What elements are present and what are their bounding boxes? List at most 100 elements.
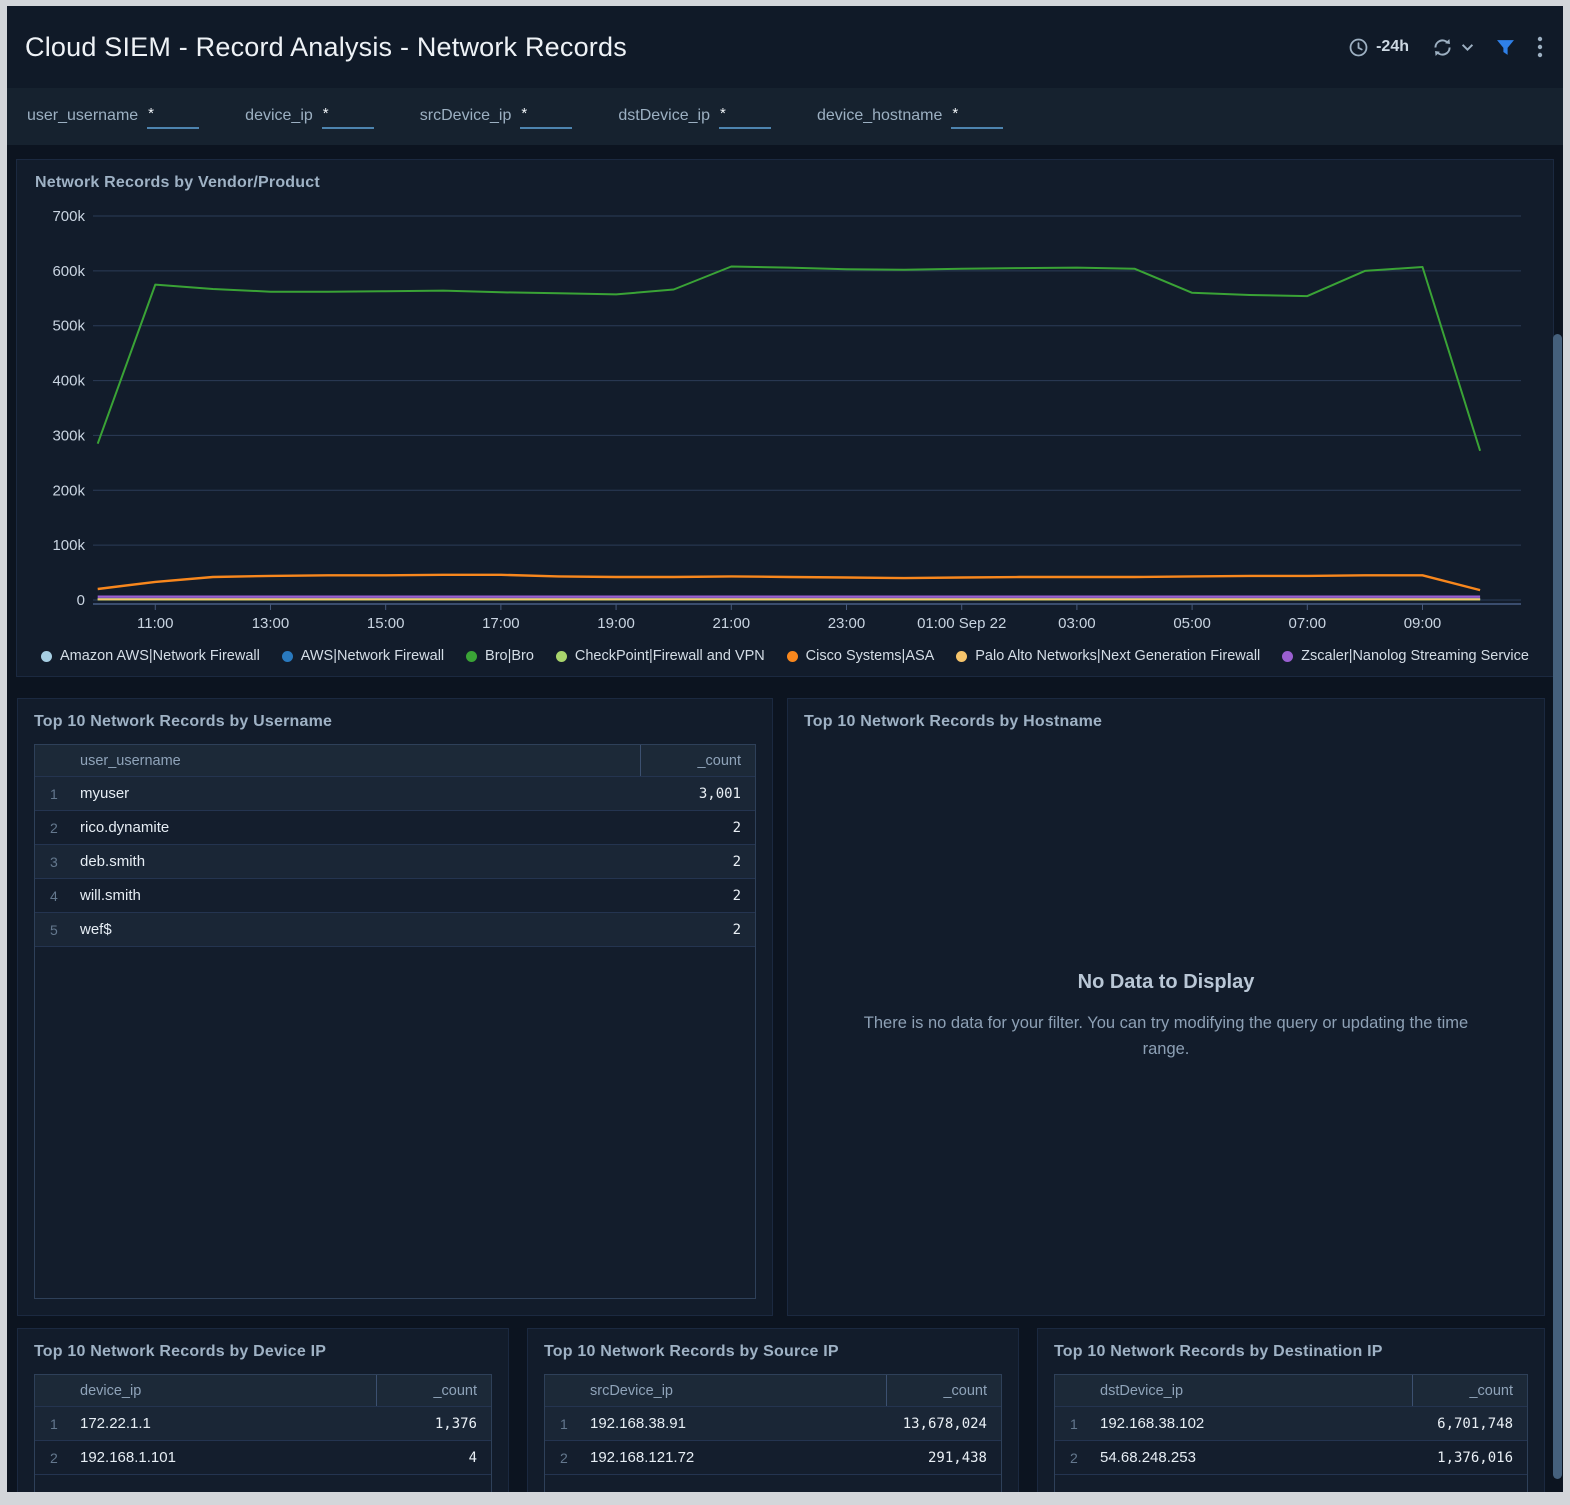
row-index: 2 [1070,1449,1078,1466]
x-axis-tick-label: 01:00 Sep 22 [917,615,1006,632]
filter-button[interactable] [1496,39,1515,56]
header-index [1055,1375,1097,1406]
chart-legend: Amazon AWS|Network Firewall AWS|Network F… [17,648,1553,664]
x-axis-tick-label: 21:00 [713,615,751,632]
row-value: deb.smith [80,853,146,870]
legend-item[interactable]: Cisco Systems|ASA [786,648,934,664]
row-value: 192.168.121.72 [590,1449,695,1466]
scrollbar-thumb[interactable] [1553,334,1562,1479]
table-row[interactable]: 2 rico.dynamite 2 [35,811,755,845]
legend-label: Bro|Bro [485,648,534,664]
device-ip-table: device_ip _count 1 172.22.1.1 1,376 2 192.168.… [34,1374,492,1492]
source-ip-panel: Top 10 Network Records by Source IP srcD… [527,1328,1019,1492]
header-count-label: _count [886,1375,1001,1406]
refresh-icon [1431,36,1454,59]
x-axis-tick-label: 23:00 [828,615,866,632]
legend-color-dot [786,650,798,662]
table-row[interactable]: 1 192.168.38.102 6,701,748 [1055,1407,1527,1441]
dashboard-header: Cloud SIEM - Record Analysis - Network R… [7,6,1563,88]
row-value: will.smith [80,887,141,904]
filter-dstDevice_ip: dstDevice_ip * [618,105,771,129]
table-row[interactable]: 4 will.smith 2 [35,879,755,913]
x-axis-tick-label: 07:00 [1289,615,1327,632]
x-axis-tick-label: 03:00 [1058,615,1096,632]
row-value: myuser [80,785,130,802]
header-count-label: _count [640,745,755,776]
legend-color-dot [281,650,293,662]
header-column-label: dstDevice_ip [1100,1382,1184,1399]
panel-title: Top 10 Network Records by Username [34,713,333,730]
row-index: 1 [50,1415,58,1432]
table-row[interactable]: 2 192.168.121.72 291,438 [545,1441,1001,1475]
header-column-label: device_ip [80,1382,142,1399]
legend-label: AWS|Network Firewall [300,648,445,664]
destination-ip-table: dstDevice_ip _count 1 192.168.38.102 6,701,7… [1054,1374,1528,1492]
row-count: 13,678,024 [902,1415,987,1432]
table-row[interactable]: 1 192.168.38.91 13,678,024 [545,1407,1001,1441]
x-axis-tick-label: 15:00 [367,615,405,632]
x-axis-tick-label: 11:00 [137,615,173,632]
legend-item[interactable]: Amazon AWS|Network Firewall [41,648,260,664]
row-value: 192.168.38.102 [1100,1415,1205,1432]
legend-item[interactable]: Bro|Bro [466,648,534,664]
kebab-menu-button[interactable] [1537,36,1543,58]
panel-title: Top 10 Network Records by Device IP [34,1343,327,1360]
legend-color-dot [41,650,52,662]
panel-title: Top 10 Network Records by Hostname [804,713,1103,730]
table-row[interactable]: 2 54.68.248.253 1,376,016 [1055,1441,1527,1475]
legend-item[interactable]: CheckPoint|Firewall and VPN [555,648,765,664]
filter-value-input[interactable]: * [951,105,1004,129]
series-line[interactable] [96,265,1482,452]
table-row[interactable]: 2 192.168.1.101 4 [35,1441,491,1475]
table-row[interactable]: 3 deb.smith 2 [35,845,755,879]
username-table: user_username _count 1 myuser 3,001 2 rico.dyn… [34,744,756,1299]
time-range-button[interactable]: -24h [1348,37,1409,58]
filter-value-input[interactable]: * [321,105,374,129]
row-count: 4 [468,1449,477,1466]
legend-color-dot [466,650,478,662]
header-index [35,1375,77,1406]
row-index: 1 [560,1415,568,1432]
filter-label: device_ip [245,106,313,124]
row-value: 172.22.1.1 [80,1415,151,1432]
filter-value-input[interactable]: * [520,105,573,129]
panel-title: Top 10 Network Records by Source IP [544,1343,839,1360]
series-line[interactable] [97,573,1481,592]
filter-device_ip: device_ip * [245,105,374,129]
row-value: rico.dynamite [80,819,170,836]
row-count: 2 [732,819,741,836]
row-count: 2 [732,887,741,904]
y-axis-tick-label: 100k [52,537,85,554]
refresh-button[interactable] [1431,36,1474,59]
row-index: 5 [50,921,58,938]
row-index: 1 [50,785,58,802]
legend-item[interactable]: AWS|Network Firewall [281,648,445,664]
legend-item[interactable]: Palo Alto Networks|Next Generation Firew… [956,648,1260,664]
row-index: 4 [50,887,58,904]
header-column-label: user_username [80,752,181,769]
vendor-product-chart[interactable]: 0 100k 200k 300k 400k 500k 600k 700k 11:00 13:00 1… [23,202,1547,634]
destination-ip-panel: Top 10 Network Records by Destination IP… [1037,1328,1545,1492]
filter-value-input[interactable]: * [147,105,200,129]
scrollbar[interactable] [1551,146,1563,1492]
table-row[interactable]: 1 172.22.1.1 1,376 [35,1407,491,1441]
row-value: 192.168.38.91 [590,1415,686,1432]
legend-color-dot [555,650,567,662]
filter-bar: user_username * device_ip * srcDevice_ip * dst… [7,88,1563,145]
table-header: srcDevice_ip _count [545,1375,1001,1407]
filter-icon [1496,39,1515,56]
row-index: 1 [1070,1415,1078,1432]
legend-label: Zscaler|Nanolog Streaming Service [1301,648,1529,664]
header-controls: -24h [1348,36,1543,59]
legend-item[interactable]: Zscaler|Nanolog Streaming Service [1282,648,1529,664]
clock-icon [1348,37,1369,58]
y-axis-tick-label: 600k [52,263,85,280]
table-row[interactable]: 5 wef$ 2 [35,913,755,947]
y-axis-tick-label: 200k [52,482,85,499]
page-title: Cloud SIEM - Record Analysis - Network R… [25,31,627,62]
filter-value-input[interactable]: * [718,105,771,129]
row-count: 6,701,748 [1437,1415,1513,1432]
username-panel: Top 10 Network Records by Username user_… [17,698,773,1316]
table-row[interactable]: 1 myuser 3,001 [35,777,755,811]
panel-title: Top 10 Network Records by Destination IP [1054,1343,1383,1360]
